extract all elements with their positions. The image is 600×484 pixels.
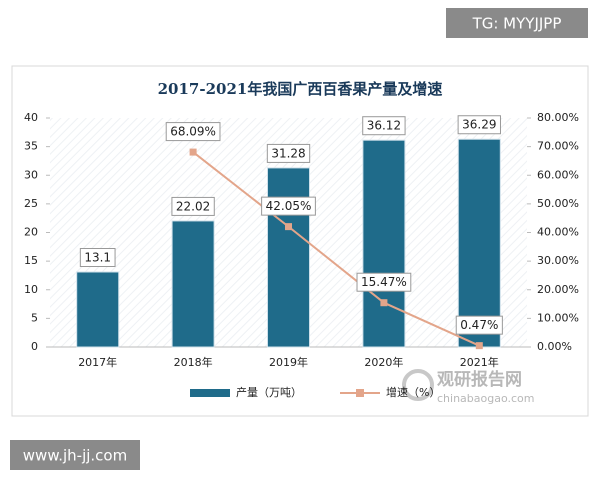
y2-tick-label: 60.00% xyxy=(537,168,579,181)
y2-tick-label: 40.00% xyxy=(537,226,579,239)
legend-swatch xyxy=(190,389,230,397)
x-tick-label: 2020年 xyxy=(364,355,403,369)
bar-value-label-box xyxy=(266,143,311,163)
bar-value-label: 36.12 xyxy=(367,119,401,133)
y2-tick-label: 20.00% xyxy=(537,283,579,296)
bar xyxy=(76,271,120,348)
y-tick-label: 5 xyxy=(31,311,38,324)
line-point xyxy=(285,223,292,231)
line-point xyxy=(189,148,197,156)
line-value-label-box xyxy=(261,196,316,216)
chart-title: 2017-2021年我国广西百香果产量及增速 xyxy=(158,80,443,98)
x-tick-label: 2021年 xyxy=(460,355,499,369)
y-tick-label: 20 xyxy=(24,226,38,239)
brand-name: 观研报告网 xyxy=(436,369,522,390)
line-value-label-box xyxy=(356,272,412,292)
line-value-label: 42.05% xyxy=(266,199,312,213)
y2-tick-label: 10.00% xyxy=(537,311,579,324)
legend-marker xyxy=(356,389,364,397)
tag-text: TG: MYYJJPP xyxy=(472,15,562,33)
y2-tick-label: 80.00% xyxy=(537,111,579,124)
line-value-label-box xyxy=(165,122,221,142)
x-tick-label: 2018年 xyxy=(174,355,213,369)
y-tick-label: 0 xyxy=(31,340,38,353)
brand-logo xyxy=(402,369,434,401)
line-value-label: 68.09% xyxy=(170,125,216,139)
bar-value-label: 22.02 xyxy=(176,199,210,213)
line-point xyxy=(475,342,483,350)
bar-value-label: 13.1 xyxy=(84,251,111,265)
y2-tick-label: 30.00% xyxy=(537,254,579,267)
x-tick-label: 2017年 xyxy=(78,355,117,369)
legend-label: 产量（万吨） xyxy=(236,385,302,399)
line-value-label: 15.47% xyxy=(361,275,407,289)
line xyxy=(192,151,480,347)
y-tick-label: 40 xyxy=(24,111,38,124)
line-value-label-box xyxy=(455,315,503,335)
line-point xyxy=(380,299,388,307)
brand-url: chinabaogao.com xyxy=(437,392,535,405)
bar-value-label: 31.28 xyxy=(271,146,305,160)
y-tick-label: 25 xyxy=(24,197,38,210)
y-tick-label: 30 xyxy=(24,168,38,181)
site-box xyxy=(10,440,140,470)
y2-tick-label: 50.00% xyxy=(537,197,579,210)
bar-value-label-box xyxy=(362,116,406,136)
y-tick-label: 35 xyxy=(24,140,38,153)
bar-value-label-box xyxy=(457,115,501,135)
bar xyxy=(171,220,215,348)
bar xyxy=(362,139,406,348)
bar-value-label-box xyxy=(171,196,215,216)
legend-label: 增速（%） xyxy=(386,385,440,399)
bar xyxy=(267,167,310,348)
y-tick-label: 10 xyxy=(24,283,38,296)
x-tick-label: 2019年 xyxy=(269,355,308,369)
y2-tick-label: 0.00% xyxy=(537,340,572,353)
y-tick-label: 15 xyxy=(24,254,38,267)
site-text: www.jh-jj.com xyxy=(23,447,127,465)
bar-value-label-box xyxy=(79,248,116,268)
line-value-label: 0.47% xyxy=(460,318,498,332)
y2-tick-label: 70.00% xyxy=(537,140,579,153)
tag-box xyxy=(446,8,588,38)
bar-value-label: 36.29 xyxy=(462,118,496,132)
bar xyxy=(457,138,501,348)
